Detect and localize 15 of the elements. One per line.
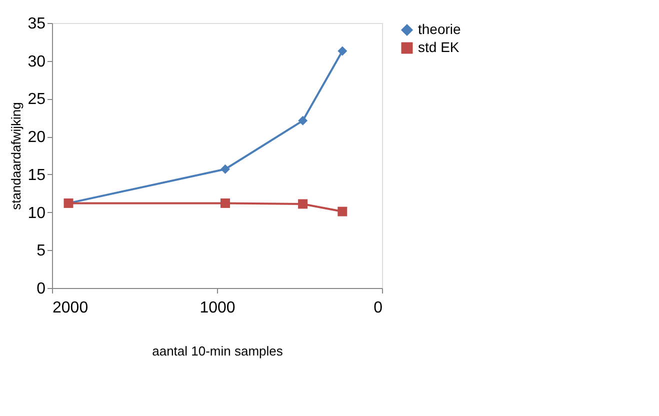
x-tick-label: 2000	[52, 300, 88, 316]
x-axis-title: aantal 10-min samples	[152, 344, 284, 358]
legend-label: theorie	[418, 21, 462, 37]
legend-label: std EK	[418, 39, 460, 55]
y-tick-label: 5	[36, 242, 46, 260]
x-tick-label: 1000	[200, 300, 236, 316]
y-tick-label: 0	[36, 280, 46, 298]
y-tick-label: 25	[28, 91, 46, 108]
x-tick-label: 0	[374, 300, 383, 316]
y-tick-label: 15	[28, 166, 46, 184]
y-tick-label: 35	[28, 16, 46, 32]
y-tick-label: 10	[28, 204, 46, 222]
y-axis-title: standaardafwijking	[8, 102, 24, 210]
y-tick-label: 20	[28, 129, 46, 146]
y-tick-label: 30	[28, 53, 46, 70]
